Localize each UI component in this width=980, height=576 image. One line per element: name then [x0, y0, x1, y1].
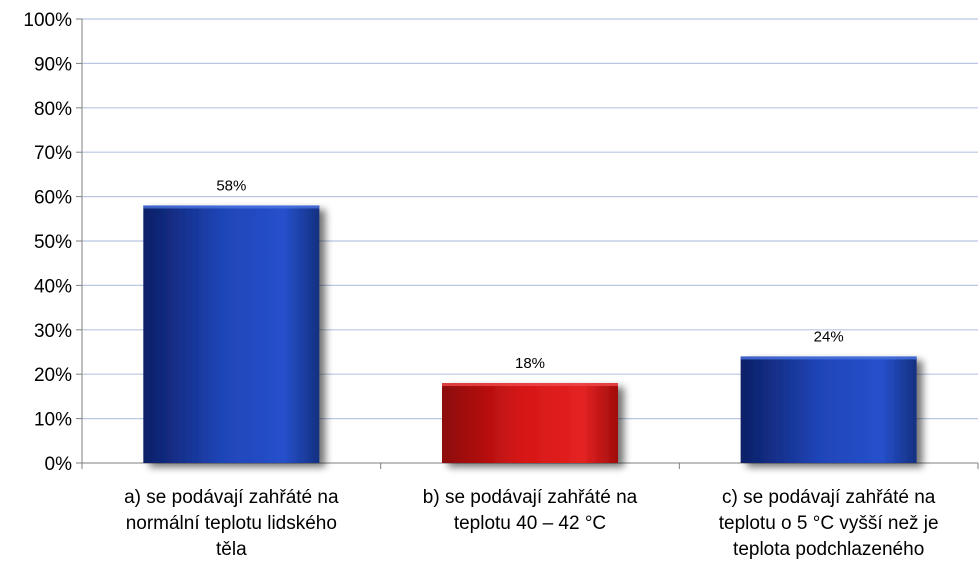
y-tick-label: 60%	[34, 188, 72, 209]
labels: 0% 10% 20% 30% 40% 50% 60% 70% 80% 90% 100% 58% a) s…	[23, 10, 938, 560]
bar-3	[740, 356, 917, 463]
data-label-3: 24%	[814, 328, 844, 345]
bar-highlight	[740, 356, 917, 360]
category-label-line: a) se podávají zahřáté na	[124, 487, 339, 508]
category-label-line: c) se podávají zahřáté na	[722, 487, 936, 508]
category-label-line: teplotu o 5 °C vyšší než je	[719, 513, 939, 534]
y-tick-label: 20%	[34, 365, 72, 386]
y-tick-label: 30%	[34, 321, 72, 342]
data-label-1: 58%	[216, 177, 246, 194]
y-tick-label: 50%	[34, 232, 72, 253]
bar-highlight	[442, 383, 618, 387]
category-label-line: normální teplotu lidského	[126, 513, 337, 534]
y-tick-label: 70%	[34, 143, 72, 164]
y-tick-label: 100%	[23, 10, 72, 31]
category-label-line: teplota podchlazeného	[733, 539, 924, 560]
category-label-line: b) se podávají zahřáté na	[423, 487, 638, 508]
category-label-line: těla	[216, 539, 247, 560]
y-tick-label: 0%	[45, 454, 73, 475]
bar-highlight	[143, 205, 320, 209]
category-label-2: b) se podávají zahřáté na teplotu 40 – 42…	[423, 487, 638, 534]
y-tick-label: 40%	[34, 276, 72, 297]
y-tick-label: 80%	[34, 99, 72, 120]
bars	[143, 205, 917, 464]
data-label-2: 18%	[515, 355, 545, 372]
category-label-1: a) se podávají zahřáté na normální teplot…	[124, 487, 339, 560]
category-label-3: c) se podávají zahřáté na teplotu o 5 °C …	[719, 487, 939, 560]
bar-2	[442, 383, 618, 463]
y-tick-label: 90%	[34, 54, 72, 75]
category-label-line: teplotu 40 – 42 °C	[454, 513, 606, 534]
bar-1	[143, 205, 320, 464]
y-tick-label: 10%	[34, 410, 72, 431]
